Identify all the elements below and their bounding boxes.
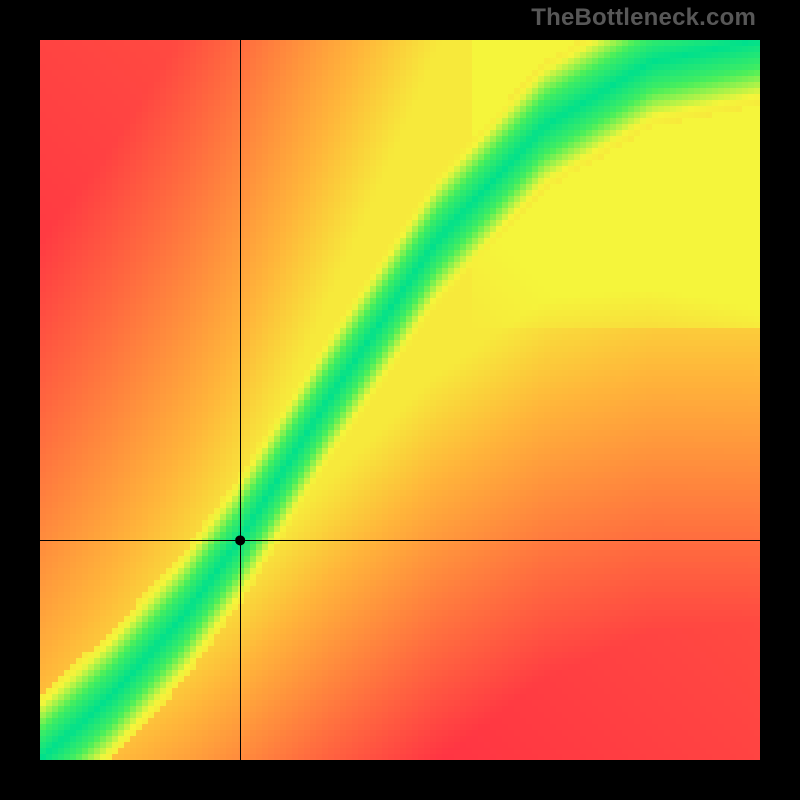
plot-area (40, 40, 760, 760)
chart-frame: TheBottleneck.com (0, 0, 800, 800)
watermark-text: TheBottleneck.com (531, 4, 756, 32)
heatmap-canvas (40, 40, 760, 760)
